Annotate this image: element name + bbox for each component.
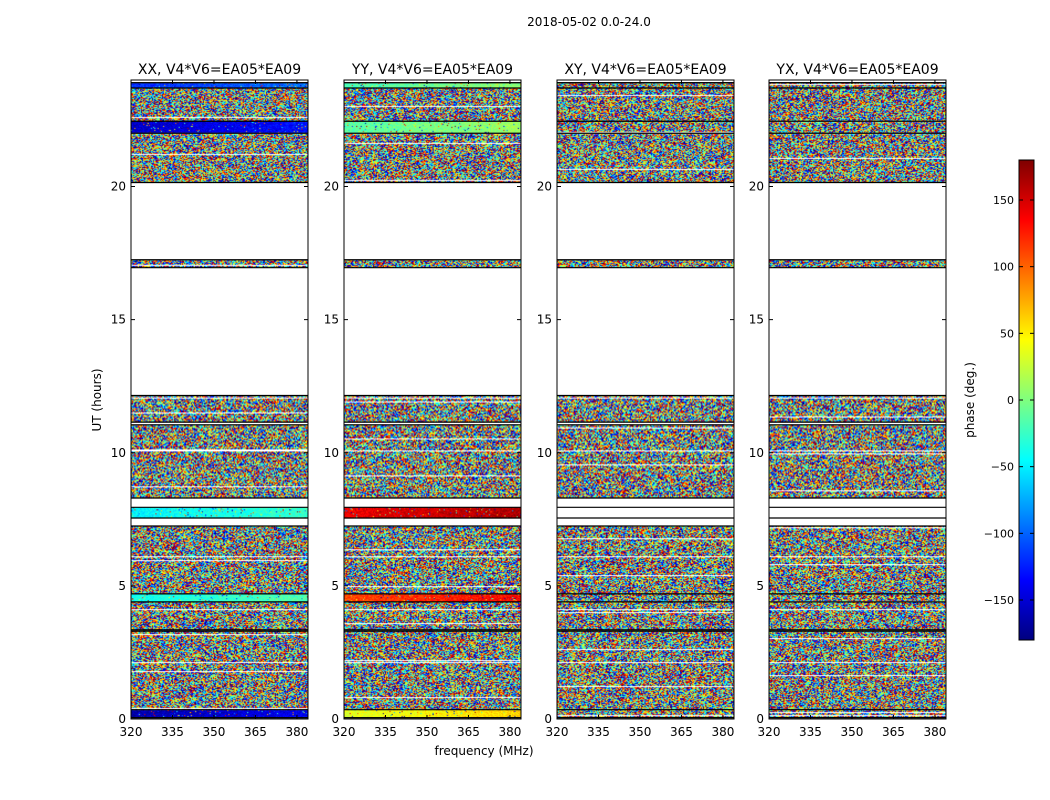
x-tick-label: 380 [711, 725, 734, 739]
figure-title: 2018-05-02 0.0-24.0 [527, 15, 651, 29]
y-tick-label: 15 [111, 313, 126, 327]
panel-xy: XY, V4*V6=EA05*EA09 320 335 350 365 380 0 5 10 15… [537, 62, 735, 739]
colorbar-tick-label: −150 [984, 594, 1014, 607]
x-tick-label: 320 [546, 725, 569, 739]
colorbar-tick-label: −100 [984, 527, 1014, 540]
y-tick-label: 10 [537, 446, 552, 460]
y-axis-label: UT (hours) [90, 368, 104, 431]
y-tick-label: 0 [756, 712, 764, 726]
phase-heatmap [344, 80, 521, 719]
colorbar-label: phase (deg.) [963, 362, 977, 438]
panel-title: XX, V4*V6=EA05*EA09 [138, 62, 301, 78]
phase-heatmap [769, 80, 946, 719]
x-tick-label: 365 [244, 725, 267, 739]
y-tick-label: 0 [331, 712, 339, 726]
x-tick-label: 350 [629, 725, 652, 739]
colorbar-tick-label: 0 [1007, 394, 1014, 407]
panel-title: XY, V4*V6=EA05*EA09 [564, 62, 726, 78]
x-tick-label: 350 [203, 725, 226, 739]
y-tick-label: 20 [324, 180, 339, 194]
x-tick-label: 335 [799, 725, 822, 739]
y-tick-label: 20 [537, 180, 552, 194]
y-tick-label: 15 [537, 313, 552, 327]
phase-heatmap [131, 80, 308, 719]
x-tick-label: 365 [882, 725, 905, 739]
x-tick-label: 380 [285, 725, 308, 739]
colorbar: 150 100 50 0 −50 −100 −150 [984, 159, 1035, 641]
panel-frame [130, 79, 309, 720]
y-tick-label: 15 [324, 313, 339, 327]
y-tick-label: 0 [118, 712, 126, 726]
panel-xx: XX, V4*V6=EA05*EA09 320 335 350 365 380 0 5 10 15… [111, 62, 309, 739]
panel-title: YY, V4*V6=EA05*EA09 [351, 62, 513, 78]
y-tick-label: 5 [756, 579, 764, 593]
panel-frame [343, 79, 522, 720]
panel-yx: YX, V4*V6=EA05*EA09 320 335 350 365 380 0 5 10 15… [749, 62, 947, 739]
x-tick-label: 335 [374, 725, 397, 739]
x-axis-label: frequency (MHz) [434, 744, 533, 758]
x-tick-label: 335 [161, 725, 184, 739]
panel-frame [768, 79, 947, 720]
colorbar-tick-label: 100 [993, 261, 1014, 274]
x-tick-label: 335 [587, 725, 610, 739]
colorbar-tick-label: 50 [1000, 327, 1014, 340]
colorbar-tick-label: −50 [991, 461, 1014, 474]
x-tick-label: 320 [333, 725, 356, 739]
x-tick-label: 380 [923, 725, 946, 739]
panel-title: YX, V4*V6=EA05*EA09 [775, 62, 938, 78]
y-tick-label: 15 [749, 313, 764, 327]
x-tick-label: 380 [498, 725, 521, 739]
x-tick-label: 350 [416, 725, 439, 739]
x-tick-label: 365 [457, 725, 480, 739]
x-tick-label: 350 [841, 725, 864, 739]
colorbar-tick-label: 150 [993, 194, 1014, 207]
x-tick-label: 320 [120, 725, 143, 739]
panel-yy: YY, V4*V6=EA05*EA09 320 335 350 365 380 0 5 10 15… [324, 62, 522, 739]
y-tick-label: 5 [331, 579, 339, 593]
y-tick-label: 10 [111, 446, 126, 460]
y-tick-label: 5 [544, 579, 552, 593]
y-tick-label: 20 [111, 180, 126, 194]
x-tick-label: 365 [670, 725, 693, 739]
panel-frame [556, 79, 735, 720]
y-tick-label: 0 [544, 712, 552, 726]
phase-heatmap [557, 80, 734, 719]
y-tick-label: 5 [118, 579, 126, 593]
y-tick-label: 10 [749, 446, 764, 460]
y-tick-label: 20 [749, 180, 764, 194]
y-tick-label: 10 [324, 446, 339, 460]
x-tick-label: 320 [758, 725, 781, 739]
